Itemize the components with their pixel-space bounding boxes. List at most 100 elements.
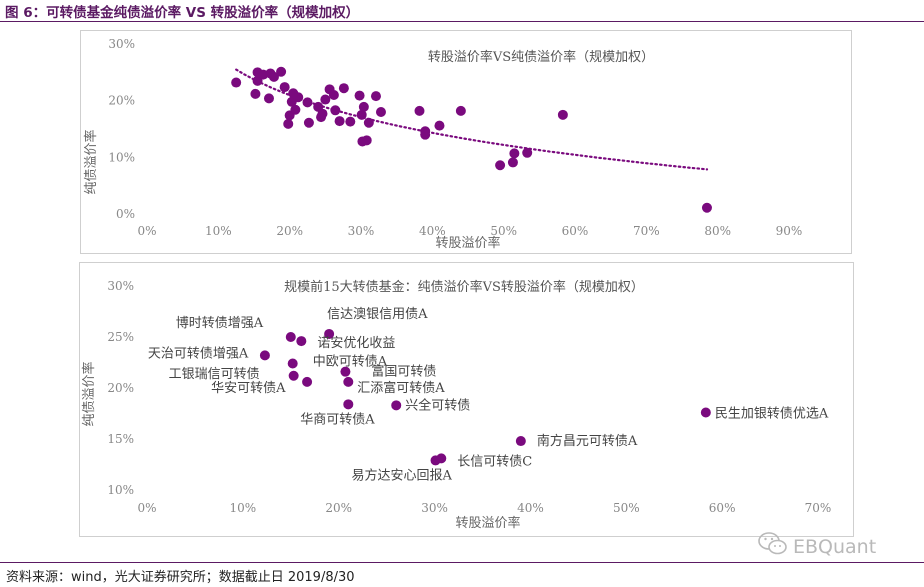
chart2-y-tick-label: 15%	[107, 432, 134, 446]
chart2-point-label: 信达澳银信用债A	[327, 306, 428, 322]
chart2-x-tick-label: 60%	[709, 501, 736, 515]
chart2-point	[436, 453, 447, 464]
chart2-point	[700, 407, 711, 418]
chart1-x-tick-label: 0%	[137, 224, 156, 238]
chart2-point	[343, 399, 354, 410]
chart2-x-tick-label: 40%	[517, 501, 544, 515]
chart2-point	[287, 358, 298, 369]
chart2-points	[259, 328, 711, 466]
chart1-x-tick-label: 70%	[633, 224, 660, 238]
chart1-point	[509, 148, 520, 159]
chart1-y-tick-label: 20%	[108, 94, 135, 108]
chart1-point	[290, 104, 301, 115]
chart1-point	[276, 66, 287, 77]
chart2-x-tick-label: 20%	[325, 501, 352, 515]
chart2-point-label: 汇添富可转债A	[357, 380, 445, 396]
chart1-y-tick-label: 30%	[108, 37, 135, 51]
chart1-point	[320, 94, 331, 105]
chart1-point	[338, 83, 349, 94]
chart1-point	[455, 105, 466, 116]
chart1-point	[363, 117, 374, 128]
chart1-point	[356, 109, 367, 120]
chart1-point	[263, 93, 274, 104]
chart1-point	[303, 117, 314, 128]
chart1-point	[495, 160, 506, 171]
chart2-point-label: 天治可转债增强A	[148, 346, 249, 361]
chart2-y-tick-label: 30%	[107, 279, 134, 293]
chart1-x-tick-label: 80%	[704, 224, 731, 238]
chart1-x-tick-label: 50%	[490, 224, 517, 238]
chart2-point-label: 兴全可转债	[405, 397, 470, 413]
chart2-point	[391, 400, 402, 411]
chart2-point-label: 华安可转债A	[211, 381, 286, 396]
chart1-point	[354, 90, 365, 101]
chart2-point-label: 中欧可转债A	[313, 355, 388, 370]
chart2-point	[302, 376, 313, 387]
chart2-point	[288, 370, 299, 381]
chart1-point	[522, 147, 533, 158]
chart2-point	[340, 366, 351, 377]
chart2-y-tick-label: 25%	[107, 330, 134, 344]
chart1-point	[361, 135, 372, 146]
chart1-point	[317, 108, 328, 119]
chart1-point	[293, 92, 304, 103]
chart1-point	[414, 105, 425, 116]
chart2-x-tick-label: 0%	[137, 501, 156, 515]
chart2-point-label: 易方达安心回报A	[352, 467, 453, 483]
chart-top15-funds: 规模前15大转债基金：纯债溢价率VS转股溢价率（规模加权） 转股溢价率 纯债溢价…	[79, 262, 854, 537]
chart1-x-tick-label: 30%	[348, 224, 375, 238]
chart2-point	[324, 328, 335, 339]
chart2-point-label: 工银瑞信可转债	[169, 367, 260, 382]
chart2-point	[285, 332, 296, 342]
chart1-point	[279, 82, 290, 93]
wechat-icon	[758, 532, 788, 561]
chart-all-funds-plot: 转股溢价率VS纯债溢价率（规模加权） 转股溢价率 纯债溢价率 0% 10% 20% 3…	[83, 37, 802, 251]
chart1-x-tick-label: 20%	[276, 224, 303, 238]
chart-all-funds: 转股溢价率VS纯债溢价率（规模加权） 转股溢价率 纯债溢价率 0% 10% 20% 3…	[80, 30, 852, 254]
chart1-point	[334, 116, 345, 127]
chart2-y-tick-label: 20%	[107, 381, 134, 395]
chart2-x-tick-label: 10%	[230, 501, 257, 515]
source-rule	[0, 562, 924, 563]
chart1-y-ticks: 0% 10% 20% 30%	[108, 37, 135, 221]
chart1-point	[302, 97, 313, 108]
chart1-point	[330, 105, 341, 116]
chart2-point	[296, 336, 307, 347]
chart1-point	[250, 88, 261, 99]
chart1-x-tick-label: 90%	[776, 224, 803, 238]
chart1-point	[358, 101, 369, 112]
chart2-point-label: 南方昌元可转债A	[537, 433, 638, 449]
chart1-point	[434, 120, 445, 131]
chart1-title: 转股溢价率VS纯债溢价率（规模加权）	[428, 49, 654, 65]
chart2-point-label: 长信可转债C	[457, 454, 532, 469]
chart1-xlabel: 转股溢价率	[435, 235, 500, 251]
chart2-point	[515, 436, 526, 447]
chart1-point	[557, 109, 568, 120]
chart1-point	[420, 129, 431, 140]
chart1-point	[283, 118, 294, 129]
chart-top15-funds-plot: 规模前15大转债基金：纯债溢价率VS转股溢价率（规模加权） 转股溢价率 纯债溢价…	[81, 279, 832, 531]
chart2-y-ticks: 10% 15% 20% 25% 30%	[107, 279, 134, 497]
chart1-x-tick-label: 60%	[562, 224, 589, 238]
chart1-ylabel: 纯债溢价率	[83, 129, 99, 194]
chart1-point	[345, 116, 356, 127]
figure-title: 图 6：可转债基金纯债溢价率 VS 转股溢价率（规模加权）	[5, 5, 360, 21]
chart1-point	[328, 90, 339, 100]
chart1-y-tick-label: 0%	[116, 207, 135, 221]
title-rule	[0, 21, 924, 22]
chart1-point	[701, 202, 712, 213]
chart2-x-tick-label: 30%	[421, 501, 448, 515]
chart1-x-ticks: 0% 10% 20% 30% 40% 50% 60% 70% 80% 90%	[137, 224, 802, 238]
chart2-title: 规模前15大转债基金：纯债溢价率VS转股溢价率（规模加权）	[284, 279, 644, 295]
chart1-point	[507, 157, 518, 168]
chart1-point	[268, 71, 279, 82]
chart2-point	[343, 376, 354, 387]
chart1-point	[375, 107, 386, 117]
chart2-x-tick-label: 70%	[805, 501, 832, 515]
chart1-x-tick-label: 40%	[419, 224, 446, 238]
chart2-point-label: 华商可转债A	[300, 412, 375, 427]
chart2-point-label: 博时转债增强A	[176, 316, 264, 331]
chart1-point	[231, 77, 242, 88]
chart1-point	[370, 91, 381, 102]
chart1-x-tick-label: 10%	[205, 224, 232, 238]
